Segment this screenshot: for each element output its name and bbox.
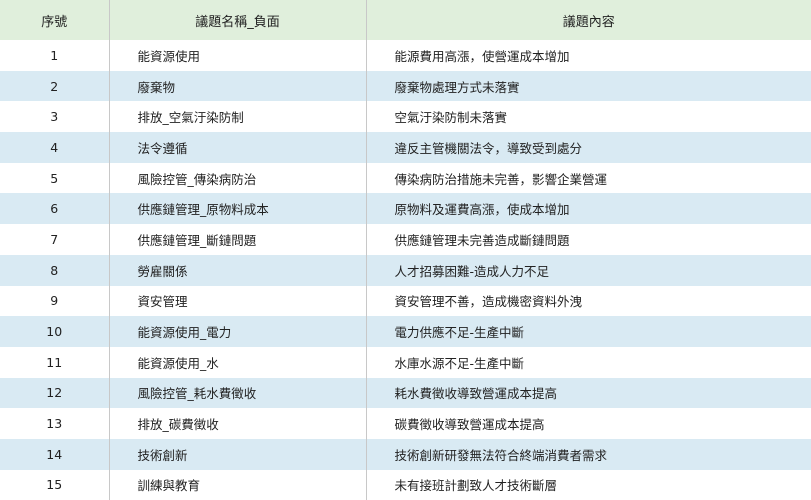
row-number: 10 (0, 316, 109, 347)
issue-name: 能資源使用_電力 (108, 316, 366, 347)
row-number: 5 (50, 170, 59, 186)
issue-name: 技術創新 (108, 438, 366, 470)
issue-name: 勞雇關係 (108, 254, 366, 286)
issue-content: 碳費徵收導致營運成本提高 (365, 408, 811, 439)
row-number: 7 (50, 231, 59, 247)
issue-name: 排放_空氣汙染防制 (108, 101, 366, 133)
issue-name: 能資源使用 (108, 40, 366, 71)
header-name: 議題名稱_負面 (108, 0, 366, 40)
row-number: 6 (0, 193, 109, 225)
row-number: 14 (0, 438, 109, 470)
row-number: 2 (0, 70, 109, 102)
row-number: 4 (0, 132, 109, 163)
issue-content: 技術創新研發無法符合終端消費者需求 (365, 438, 811, 470)
row-number: 13 (46, 416, 63, 432)
table-row: 1 能資源使用 能源費用高漲，使營運成本增加 (0, 40, 811, 71)
issue-content: 資安管理不善，造成機密資料外洩 (365, 285, 811, 317)
table-row: 12 風險控管_耗水費徵收 耗水費徵收導致營運成本提高 (0, 377, 811, 409)
issue-name: 供應鏈管理_原物料成本 (108, 193, 366, 225)
row-number: 11 (46, 354, 63, 370)
issue-name: 能資源使用_水 (108, 346, 366, 378)
header-content: 議題內容 (365, 0, 811, 40)
table-row: 13 排放_碳費徵收 碳費徵收導致營運成本提高 (0, 408, 811, 439)
table-row: 2 廢棄物 廢棄物處理方式未落實 (0, 70, 811, 102)
issue-content: 能源費用高漲，使營運成本增加 (365, 40, 811, 71)
table-row: 4 法令遵循 違反主管機關法令，導致受到處分 (0, 132, 811, 163)
issue-content: 供應鏈管理未完善造成斷鏈問題 (365, 224, 811, 255)
table-row: 7 供應鏈管理_斷鏈問題 供應鏈管理未完善造成斷鏈問題 (0, 224, 811, 255)
table-row: 15 訓練與教育 未有接班計劃致人才技術斷層 (0, 469, 811, 500)
issue-name: 供應鏈管理_斷鏈問題 (108, 224, 366, 255)
issue-name: 訓練與教育 (108, 469, 366, 500)
table-row: 6 供應鏈管理_原物料成本 原物料及運費高漲，使成本增加 (0, 193, 811, 225)
table-row: 10 能資源使用_電力 電力供應不足-生產中斷 (0, 316, 811, 347)
issue-content: 傳染病防治措施未完善，影響企業營運 (365, 162, 811, 194)
issue-name: 風險控管_傳染病防治 (108, 162, 366, 194)
table-row: 11 能資源使用_水 水庫水源不足-生產中斷 (0, 346, 811, 378)
issue-content: 耗水費徵收導致營運成本提高 (365, 377, 811, 409)
issue-name: 廢棄物 (108, 70, 366, 102)
table-row: 3 排放_空氣汙染防制 空氣汙染防制未落實 (0, 101, 811, 133)
row-number: 9 (50, 293, 59, 309)
table-row: 8 勞雇關係 人才招募困難-造成人力不足 (0, 254, 811, 286)
row-number: 8 (0, 254, 109, 286)
table-row: 5 風險控管_傳染病防治 傳染病防治措施未完善，影響企業營運 (0, 162, 811, 194)
issue-content: 廢棄物處理方式未落實 (365, 70, 811, 102)
issue-name: 風險控管_耗水費徵收 (108, 377, 366, 409)
issue-content: 水庫水源不足-生產中斷 (365, 346, 811, 378)
issue-name: 資安管理 (108, 285, 366, 317)
issue-content: 原物料及運費高漲，使成本增加 (365, 193, 811, 225)
issue-name: 法令遵循 (108, 132, 366, 163)
issue-content: 人才招募困難-造成人力不足 (365, 254, 811, 286)
row-number: 3 (50, 109, 59, 125)
issue-content: 違反主管機關法令，導致受到處分 (365, 132, 811, 163)
row-number: 12 (0, 377, 109, 409)
row-number: 15 (46, 477, 63, 493)
issue-content: 空氣汙染防制未落實 (365, 101, 811, 133)
issue-name: 排放_碳費徵收 (108, 408, 366, 439)
issue-content: 未有接班計劃致人才技術斷層 (365, 469, 811, 500)
header-row: 序號 議題名稱_負面 議題內容 (0, 0, 811, 40)
row-number: 1 (50, 47, 59, 63)
table-row: 14 技術創新 技術創新研發無法符合終端消費者需求 (0, 438, 811, 470)
header-no: 序號 (0, 0, 109, 40)
table-row: 9 資安管理 資安管理不善，造成機密資料外洩 (0, 285, 811, 317)
issue-content: 電力供應不足-生產中斷 (365, 316, 811, 347)
